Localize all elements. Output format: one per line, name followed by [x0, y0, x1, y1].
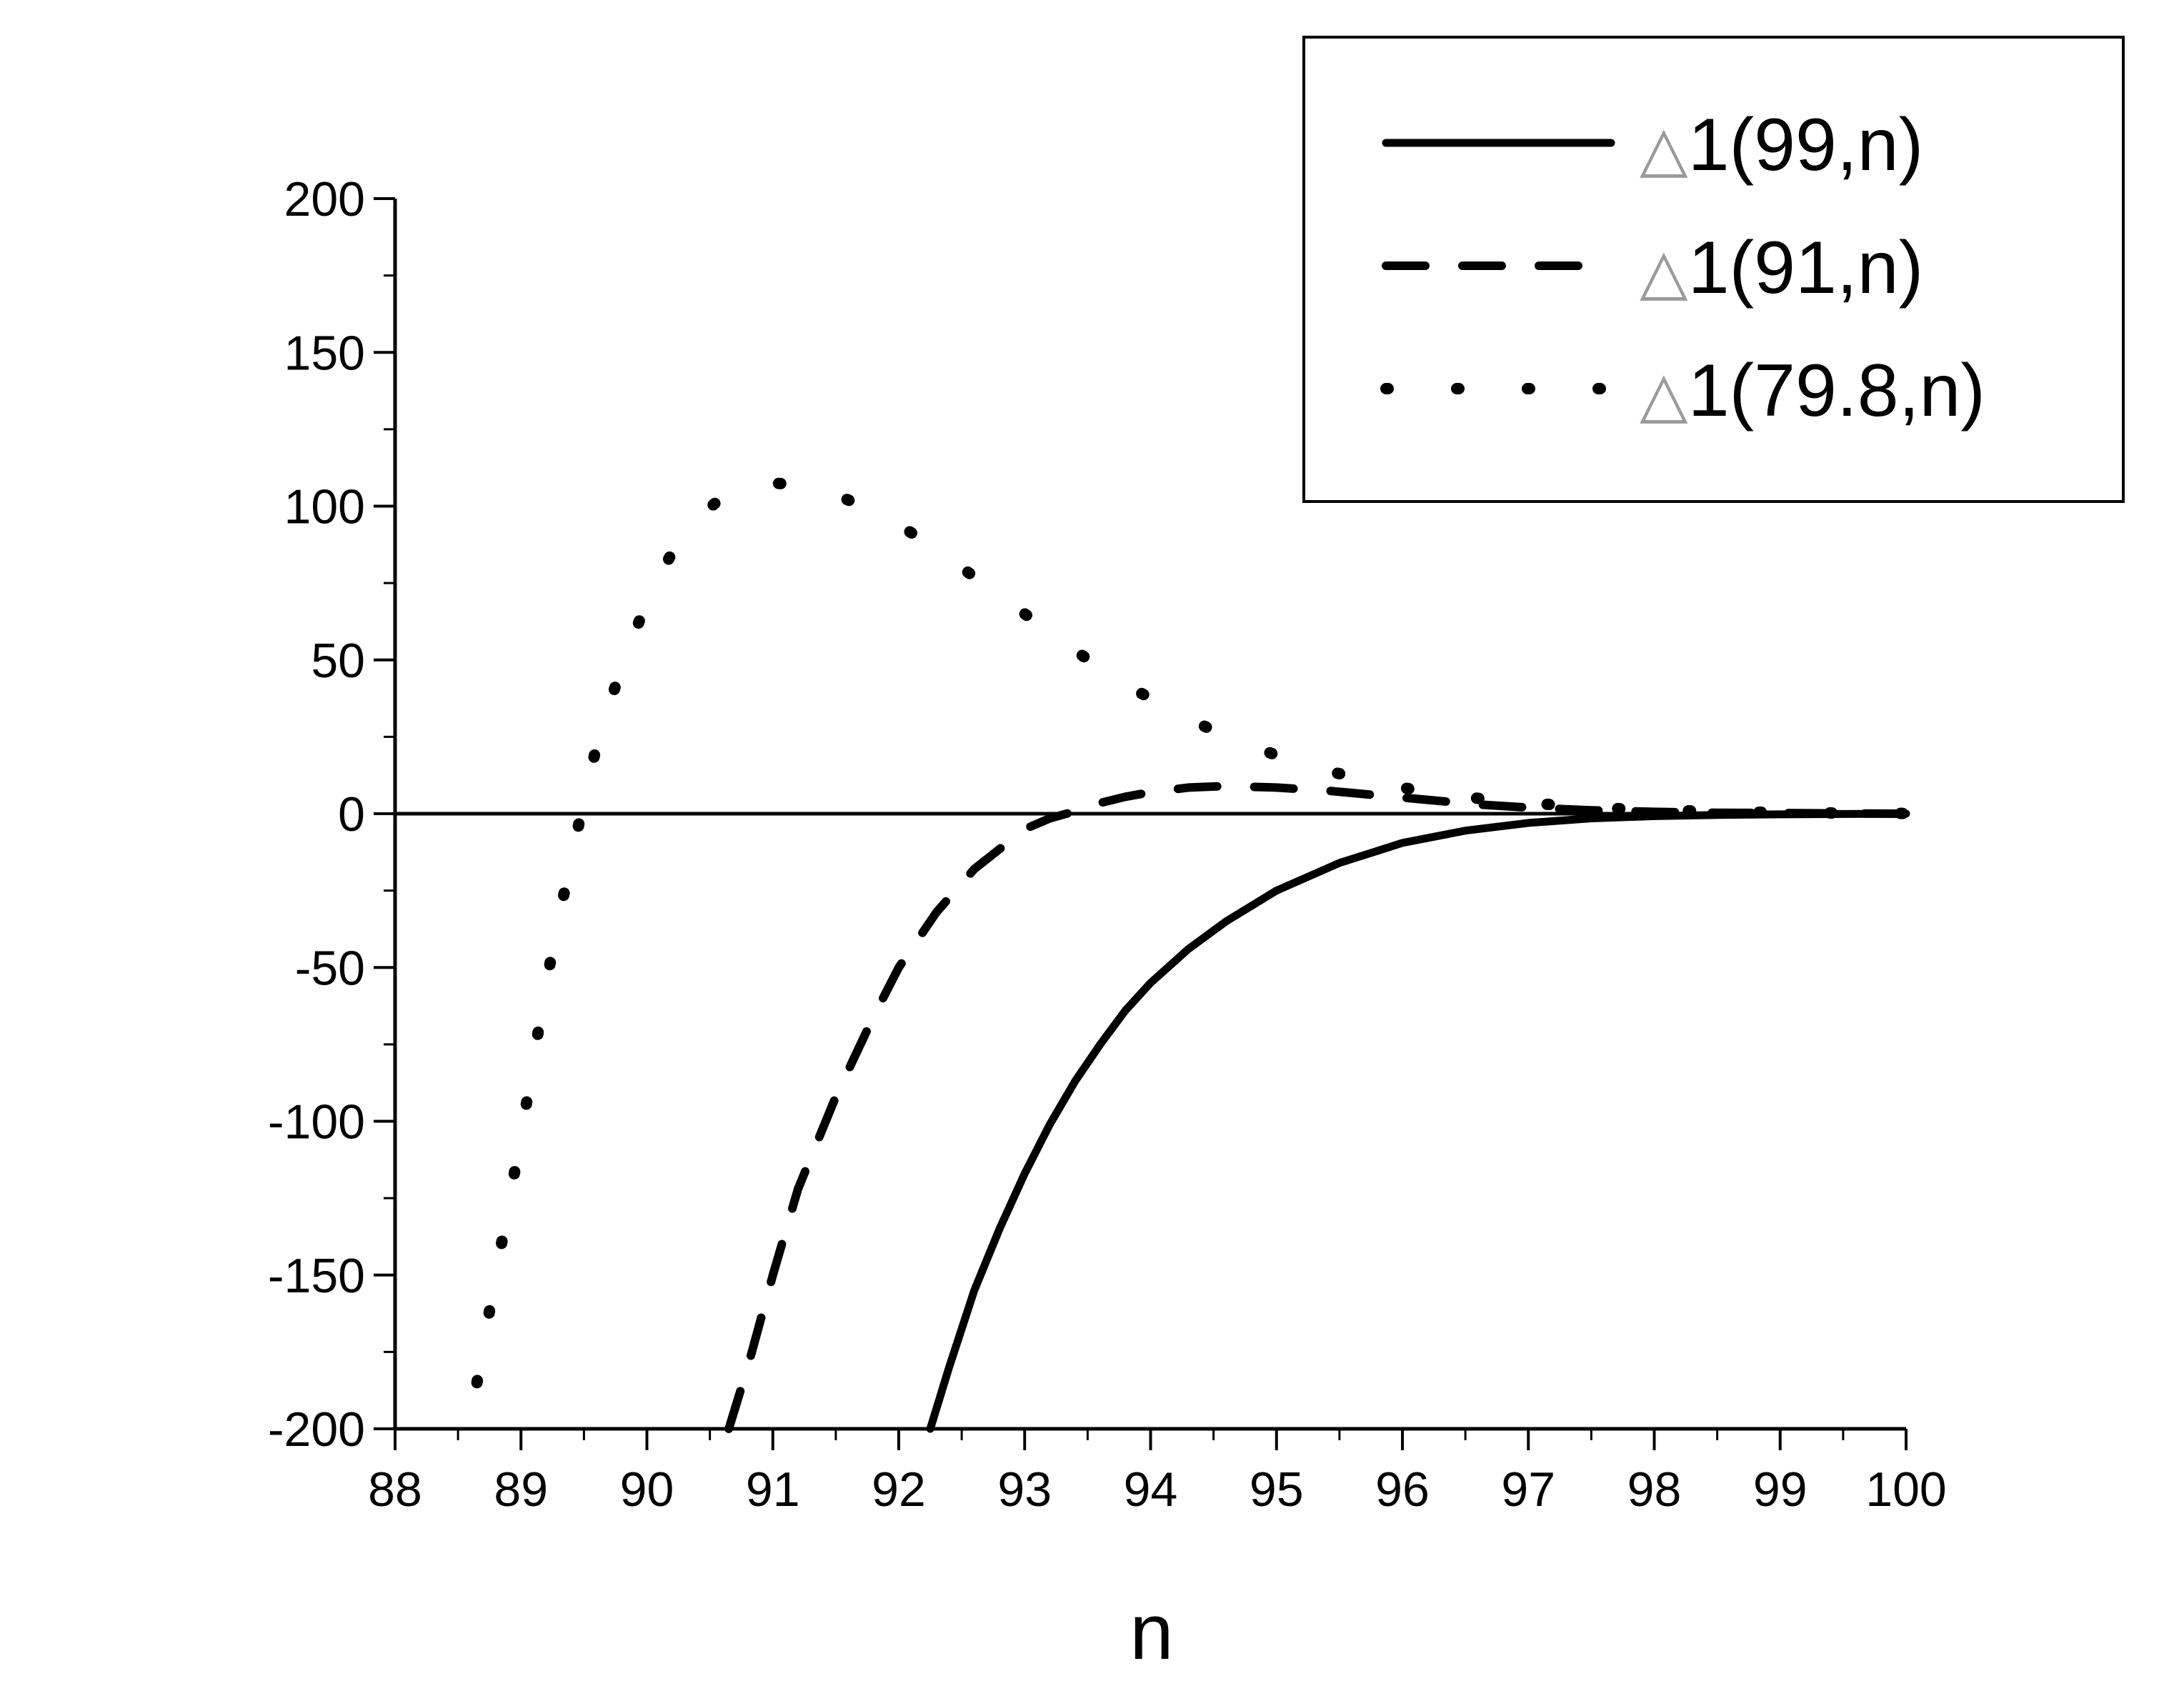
x-tick-label: 100 [1865, 1462, 1946, 1517]
legend: △1(99,n) △1(91,n) △1(79.8,n) [1302, 36, 2125, 503]
x-tick-label: 90 [620, 1462, 674, 1517]
x-tick-label: 89 [494, 1462, 548, 1517]
x-tick-label: 91 [746, 1462, 800, 1517]
y-tick-label: -150 [268, 1249, 365, 1303]
x-tick-label: 94 [1124, 1462, 1178, 1517]
y-tick-label: 200 [284, 172, 365, 226]
y-tick-label: -50 [295, 941, 365, 995]
x-axis-label: n [1130, 1588, 1173, 1676]
y-tick-label: -200 [268, 1402, 365, 1457]
series-line-2 [724, 782, 1910, 1433]
x-tick-label: 88 [368, 1462, 422, 1517]
x-tick-label: 97 [1501, 1462, 1555, 1517]
series-line-3 [471, 477, 1912, 1389]
y-tick-label: 0 [338, 787, 365, 842]
x-tick-label: 99 [1753, 1462, 1807, 1517]
y-tick-label: 50 [311, 634, 365, 688]
legend-label-1: △1(99,n) [1640, 104, 1923, 186]
legend-label-3: △1(79.8,n) [1640, 349, 1985, 432]
series-line-1 [926, 809, 1910, 1433]
y-tick-label: -100 [268, 1095, 365, 1149]
x-tick-label: 93 [997, 1462, 1052, 1517]
legend-box [1302, 36, 2125, 503]
x-tick-label: 98 [1627, 1462, 1682, 1517]
y-tick-label: 150 [284, 326, 365, 380]
x-tick-label: 92 [872, 1462, 926, 1517]
series-layer [471, 477, 1912, 1433]
legend-label-2: △1(91,n) [1640, 226, 1923, 309]
x-tick-label: 96 [1375, 1462, 1430, 1517]
x-tick-label: 95 [1250, 1462, 1304, 1517]
y-tick-label: 100 [284, 480, 365, 534]
